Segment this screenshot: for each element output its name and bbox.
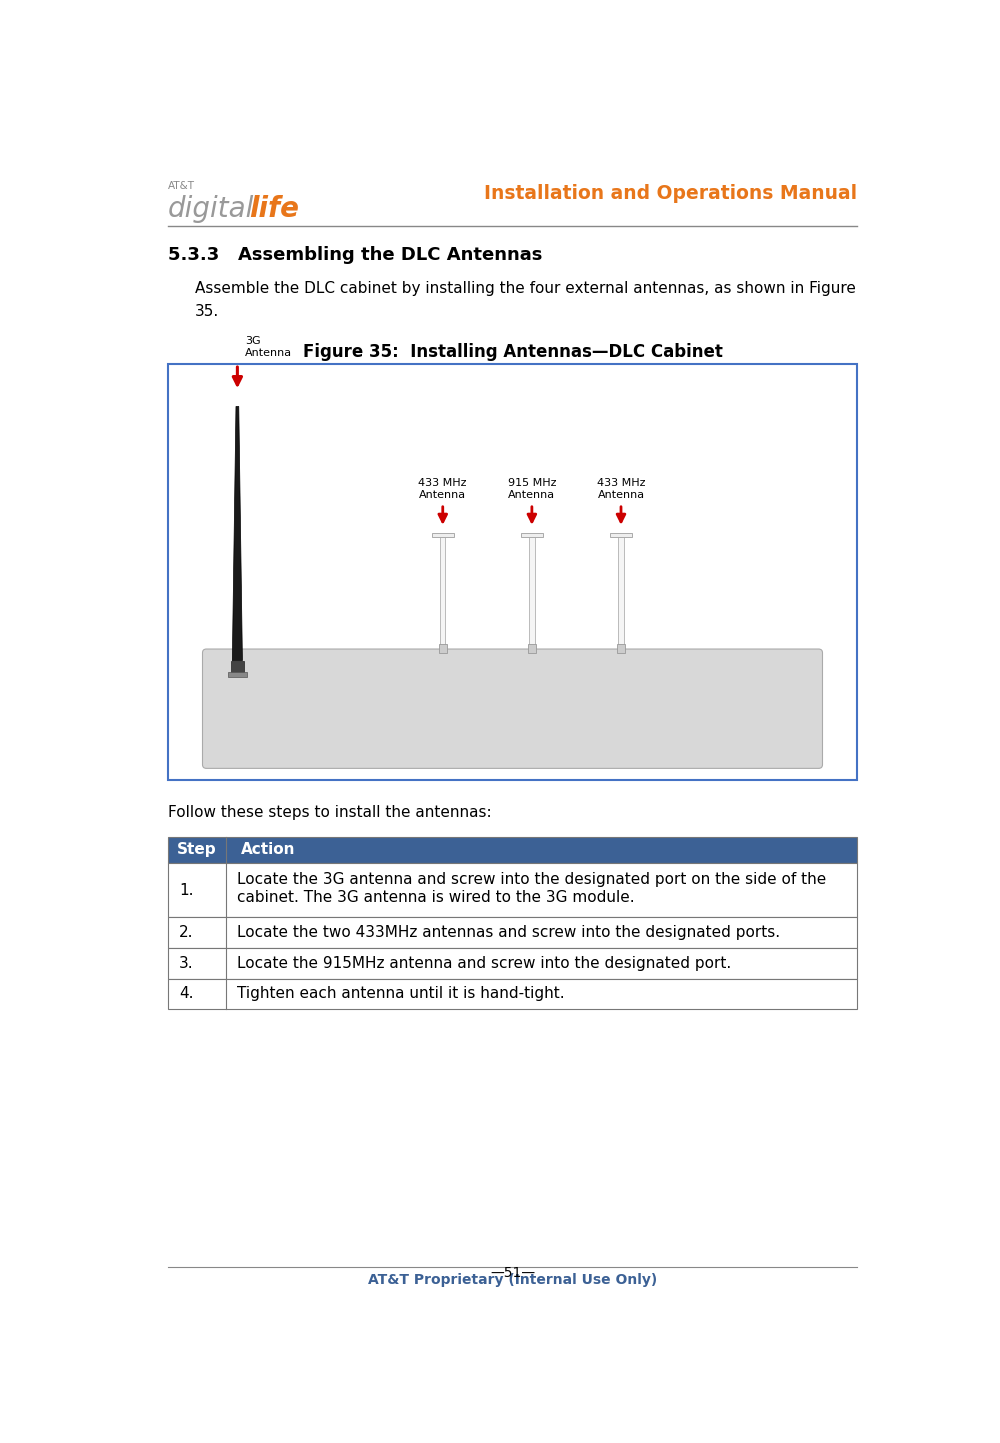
Text: AT&T: AT&T bbox=[168, 180, 195, 190]
Text: 915 MHz
Antenna: 915 MHz Antenna bbox=[508, 478, 556, 501]
Bar bbox=[231, 661, 244, 672]
Bar bbox=[610, 532, 632, 537]
Text: AT&T Proprietary (Internal Use Only): AT&T Proprietary (Internal Use Only) bbox=[368, 1273, 657, 1287]
Bar bbox=[618, 537, 624, 645]
Text: Assemble the DLC cabinet by installing the four external antennas, as shown in F: Assemble the DLC cabinet by installing t… bbox=[195, 281, 856, 296]
Bar bbox=[521, 532, 543, 537]
Text: 3.: 3. bbox=[179, 955, 194, 971]
Bar bbox=[529, 537, 535, 645]
Text: Tighten each antenna until it is hand-tight.: Tighten each antenna until it is hand-ti… bbox=[237, 987, 565, 1001]
Text: 433 MHz
Antenna: 433 MHz Antenna bbox=[418, 478, 467, 501]
Bar bbox=[168, 978, 857, 1010]
FancyBboxPatch shape bbox=[202, 649, 822, 768]
Bar bbox=[168, 948, 857, 978]
Text: 1.: 1. bbox=[179, 883, 194, 898]
Text: digital: digital bbox=[168, 195, 254, 222]
Text: Follow these steps to install the antennas:: Follow these steps to install the antenn… bbox=[168, 805, 491, 820]
Bar bbox=[528, 644, 536, 652]
Bar bbox=[168, 916, 857, 948]
Text: cabinet. The 3G antenna is wired to the 3G module.: cabinet. The 3G antenna is wired to the … bbox=[237, 890, 635, 905]
Text: Locate the 915MHz antenna and screw into the designated port.: Locate the 915MHz antenna and screw into… bbox=[237, 955, 732, 971]
Bar bbox=[168, 863, 857, 916]
Text: 35.: 35. bbox=[195, 304, 219, 319]
Bar bbox=[440, 537, 445, 645]
Polygon shape bbox=[232, 407, 242, 661]
Bar bbox=[432, 532, 454, 537]
Text: —51—: —51— bbox=[490, 1267, 535, 1280]
Text: Figure 35:  Installing Antennas—DLC Cabinet: Figure 35: Installing Antennas—DLC Cabin… bbox=[303, 342, 722, 361]
Text: Locate the 3G antenna and screw into the designated port on the side of the: Locate the 3G antenna and screw into the… bbox=[237, 872, 827, 886]
Text: 5.3.3   Assembling the DLC Antennas: 5.3.3 Assembling the DLC Antennas bbox=[168, 247, 542, 264]
Text: Step: Step bbox=[177, 843, 216, 857]
Bar bbox=[617, 644, 625, 652]
Text: Action: Action bbox=[241, 843, 296, 857]
Text: Installation and Operations Manual: Installation and Operations Manual bbox=[484, 185, 857, 203]
Text: 4.: 4. bbox=[179, 987, 194, 1001]
Text: 3G
Antenna: 3G Antenna bbox=[245, 336, 292, 358]
Text: 433 MHz
Antenna: 433 MHz Antenna bbox=[597, 478, 645, 501]
Bar bbox=[439, 644, 447, 652]
Bar bbox=[168, 364, 857, 779]
Text: Locate the two 433MHz antennas and screw into the designated ports.: Locate the two 433MHz antennas and screw… bbox=[237, 925, 780, 939]
Text: life: life bbox=[249, 195, 299, 222]
Bar bbox=[168, 837, 857, 863]
Text: 2.: 2. bbox=[179, 925, 194, 939]
Bar bbox=[228, 672, 247, 677]
